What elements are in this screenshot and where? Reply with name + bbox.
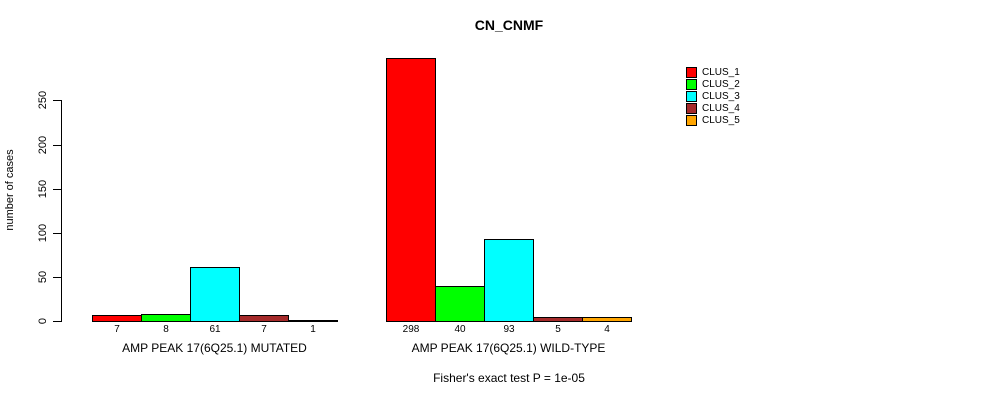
bar-clus_3 [484, 239, 534, 322]
bar-value-label: 61 [209, 324, 221, 335]
legend-swatch-clus_1 [686, 67, 697, 78]
legend-item: CLUS_1 [686, 67, 740, 78]
y-tick [53, 189, 61, 190]
y-tick [53, 233, 61, 234]
legend: CLUS_1 CLUS_2 CLUS_3 CLUS_4 CLUS_5 [686, 67, 740, 127]
bar-clus_2 [435, 286, 485, 322]
bar-clus_4 [239, 315, 289, 322]
bar-clus_1 [386, 58, 436, 322]
y-tick-label: 100 [37, 223, 49, 243]
bar-clus_3 [190, 267, 240, 322]
y-tick-label: 250 [37, 90, 49, 110]
y-tick [53, 100, 61, 101]
chart-title: CN_CNMF [474, 17, 544, 33]
legend-label: CLUS_4 [702, 103, 740, 114]
y-tick-label: 50 [37, 270, 49, 284]
legend-swatch-clus_5 [686, 115, 697, 126]
y-tick-label: 200 [37, 135, 49, 155]
legend-label: CLUS_1 [702, 67, 740, 78]
bar-value-label: 1 [310, 324, 316, 335]
legend-item: CLUS_5 [686, 115, 740, 126]
bar-value-label: 298 [402, 324, 420, 335]
y-tick [53, 321, 61, 322]
legend-item: CLUS_3 [686, 91, 740, 102]
legend-swatch-clus_3 [686, 91, 697, 102]
annotation-text: Fisher's exact test P = 1e-05 [433, 371, 585, 385]
legend-item: CLUS_4 [686, 103, 740, 114]
bar-value-label: 5 [555, 324, 561, 335]
y-tick-label: 150 [37, 179, 49, 199]
group-label: AMP PEAK 17(6Q25.1) WILD-TYPE [411, 341, 606, 355]
bar-clus_1 [92, 315, 142, 322]
y-tick [53, 145, 61, 146]
bar-value-label: 93 [503, 324, 515, 335]
y-axis-title: number of cases [4, 149, 16, 231]
bar-value-label: 4 [604, 324, 610, 335]
legend-label: CLUS_5 [702, 115, 740, 126]
bar-clus_5 [288, 320, 338, 322]
legend-swatch-clus_2 [686, 79, 697, 90]
bar-clus_2 [141, 314, 191, 322]
bar-value-label: 40 [454, 324, 466, 335]
bar-value-label: 7 [114, 324, 120, 335]
bar-clus_4 [533, 317, 583, 322]
bar-value-label: 8 [163, 324, 169, 335]
legend-swatch-clus_4 [686, 103, 697, 114]
group-label: AMP PEAK 17(6Q25.1) MUTATED [122, 341, 307, 355]
bar-clus_5 [582, 317, 632, 322]
legend-item: CLUS_2 [686, 79, 740, 90]
legend-label: CLUS_3 [702, 91, 740, 102]
y-axis-line [61, 100, 62, 322]
y-tick [53, 277, 61, 278]
bar-value-label: 7 [261, 324, 267, 335]
y-tick-label: 0 [37, 317, 49, 325]
legend-label: CLUS_2 [702, 79, 740, 90]
